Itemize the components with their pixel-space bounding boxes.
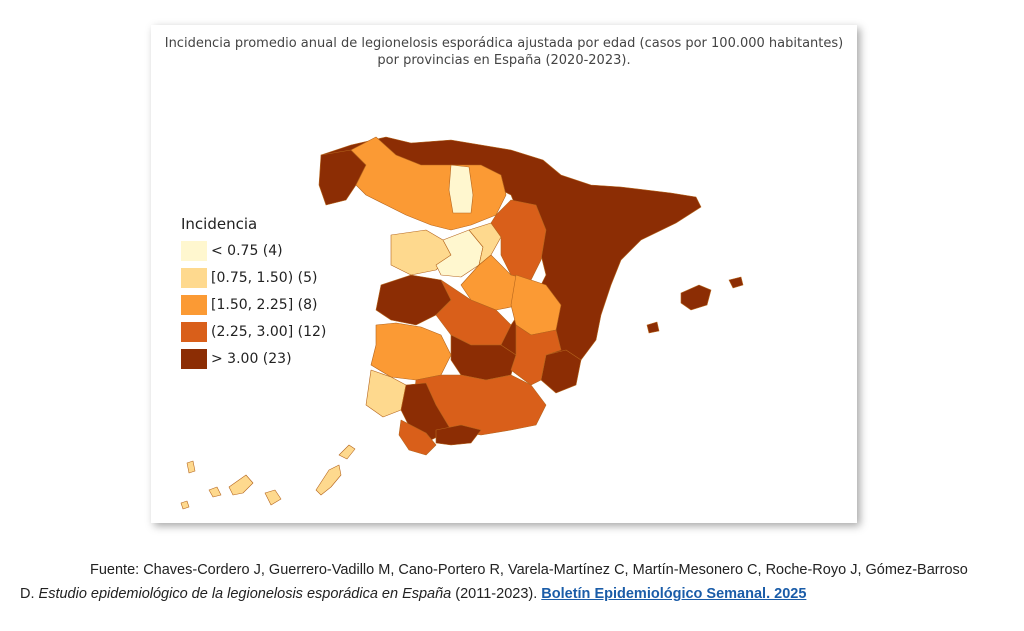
legend-item: [1.50, 2.25] (8) [181, 291, 326, 318]
province-region [208, 486, 222, 498]
legend-swatch [181, 240, 207, 261]
legend-label: [0.75, 1.50) (5) [211, 269, 318, 286]
caption-line2: D. Estudio epidemiológico de la legionel… [20, 582, 1010, 606]
province-region [186, 460, 196, 474]
legend-label: [1.50, 2.25] (8) [211, 296, 318, 313]
province-region [510, 324, 562, 386]
legend-item: > 3.00 (23) [181, 345, 326, 372]
caption-years: (2011-2023). [451, 586, 542, 602]
province-region [370, 322, 452, 381]
spain-map [180, 136, 744, 510]
province-region [338, 444, 356, 460]
legend-label: (2.25, 3.00] (12) [211, 323, 327, 340]
province-region [540, 349, 582, 394]
legend-swatch [181, 321, 207, 342]
province-region [398, 419, 437, 456]
map-figure: Incidencia promedio anual de legionelosi… [151, 25, 857, 523]
caption-study-title: Estudio epidemiológico de la legionelosi… [38, 586, 452, 602]
province-region [228, 474, 254, 496]
legend-title: Incidencia [181, 215, 258, 233]
legend-item: [0.75, 1.50) (5) [181, 264, 326, 291]
map-title: Incidencia promedio anual de legionelosi… [151, 35, 857, 69]
map-title-line2: por provincias en España (2020-2023). [377, 53, 631, 68]
legend-item: (2.25, 3.00] (12) [181, 318, 326, 345]
map-title-line1: Incidencia promedio anual de legionelosi… [164, 36, 844, 51]
province-region [264, 489, 282, 506]
caption-line1: Fuente: Chaves-Cordero J, Guerrero-Vadil… [90, 562, 968, 578]
legend-label: > 3.00 (23) [211, 350, 292, 367]
legend-swatch [181, 294, 207, 315]
province-region [680, 284, 712, 311]
province-region [435, 424, 482, 446]
caption-prefix: D. [20, 586, 39, 602]
legend-label: < 0.75 (4) [211, 242, 283, 259]
map-legend: Incidencia < 0.75 (4) [0.75, 1.50) (5) [… [181, 215, 326, 372]
province-region [646, 321, 660, 334]
province-region [448, 164, 474, 214]
province-region [728, 276, 744, 289]
source-caption: Fuente: Chaves-Cordero J, Guerrero-Vadil… [20, 558, 1010, 606]
legend-swatch [181, 267, 207, 288]
province-region [315, 464, 342, 496]
legend-swatch [181, 348, 207, 369]
province-region [180, 500, 190, 510]
legend-item: < 0.75 (4) [181, 237, 326, 264]
bulletin-link[interactable]: Boletín Epidemiológico Semanal. 2025 [541, 586, 807, 602]
